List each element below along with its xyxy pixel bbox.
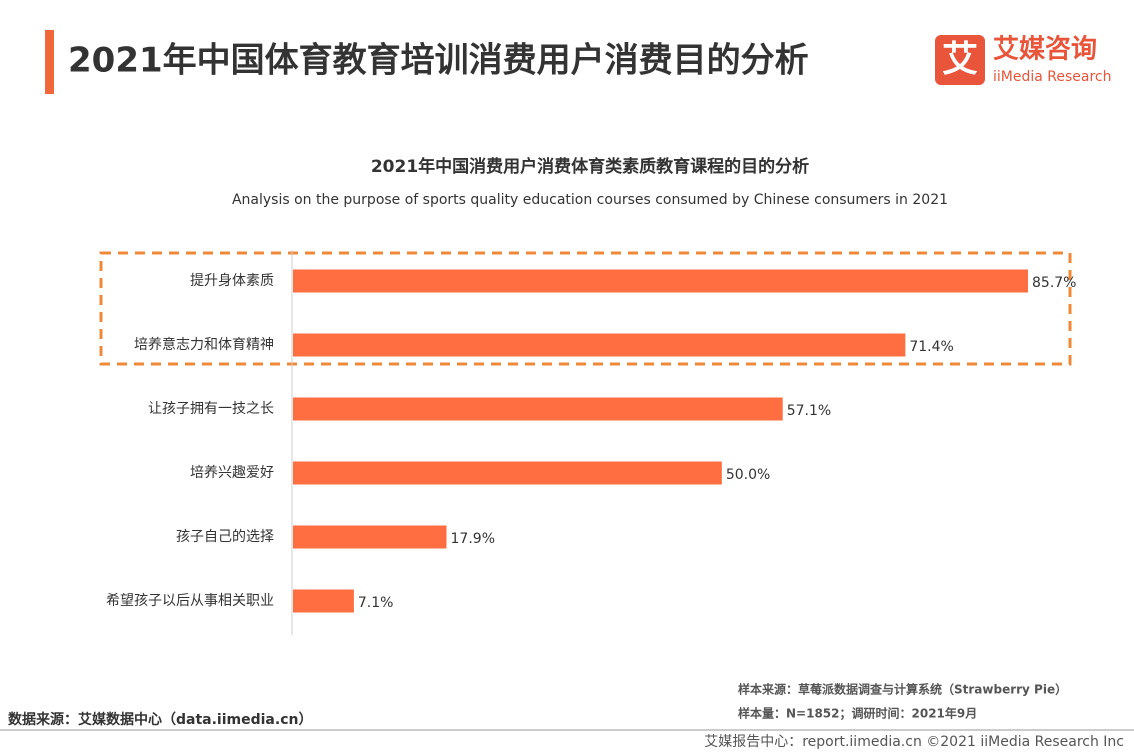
page-title: 2021年中国体育教育培训消费用户消费目的分析 xyxy=(68,41,809,81)
logo-box xyxy=(935,35,985,85)
bar xyxy=(293,397,783,421)
value-label: 50.0% xyxy=(726,467,770,483)
bar xyxy=(293,461,722,485)
category-label: 希望孩子以后从事相关职业 xyxy=(106,593,274,609)
bar xyxy=(293,525,447,549)
chart-title: 2021年中国消费用户消费体育类素质教育课程的目的分析 xyxy=(371,156,809,177)
chart-subtitle: Analysis on the purpose of sports qualit… xyxy=(232,192,948,208)
bar xyxy=(293,333,906,357)
logo-icon: 艾 xyxy=(942,39,978,80)
value-label: 7.1% xyxy=(358,595,394,611)
category-label: 培养兴趣爱好 xyxy=(190,465,274,481)
logo-name: 艾媒咨询 xyxy=(993,34,1097,65)
value-label: 57.1% xyxy=(787,403,831,419)
title-accent xyxy=(45,30,54,94)
category-label: 孩子自己的选择 xyxy=(176,529,274,545)
bar xyxy=(293,589,354,613)
logo-sub: iiMedia Research xyxy=(993,69,1112,85)
data-source: 数据来源：艾媒数据中心（data.iimedia.cn） xyxy=(8,711,312,728)
copyright: 艾媒报告中心：report.iimedia.cn ©2021 iiMedia R… xyxy=(704,734,1124,750)
value-label: 71.4% xyxy=(909,339,953,355)
bar xyxy=(293,269,1028,293)
value-label: 17.9% xyxy=(451,531,495,547)
category-label: 提升身体素质 xyxy=(190,273,274,289)
sample-size: 样本量：N=1852；调研时间：2021年9月 xyxy=(738,706,977,721)
sample-source: 样本来源：草莓派数据调查与计算系统（Strawberry Pie） xyxy=(738,682,1067,697)
highlight-box xyxy=(99,251,1072,366)
value-label: 85.7% xyxy=(1032,275,1076,291)
category-label: 培养意志力和体育精神 xyxy=(134,336,274,353)
category-label: 让孩子拥有一技之长 xyxy=(148,401,274,417)
